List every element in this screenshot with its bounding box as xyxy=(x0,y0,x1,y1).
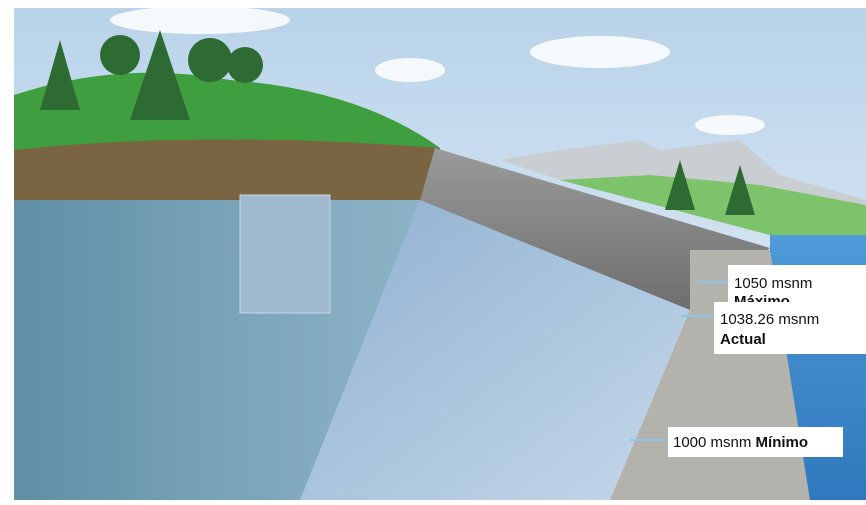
level-label: Mínimo xyxy=(756,434,809,451)
dam-crest xyxy=(420,148,770,310)
right-hill xyxy=(560,175,866,235)
level-current: 1038.26 msnm Actual xyxy=(682,302,866,354)
clouds xyxy=(110,6,765,135)
label-box xyxy=(714,302,866,354)
soil xyxy=(14,139,440,200)
label-box xyxy=(668,427,843,457)
dam-face xyxy=(300,200,690,500)
label-box xyxy=(728,265,866,305)
level-min: 1000 msnm Mínimo xyxy=(630,427,843,457)
trees xyxy=(40,30,755,215)
level-value: 1000 msnm xyxy=(673,434,751,451)
level-text: 1000 msnm Mínimo xyxy=(673,434,808,451)
level-label: Actual xyxy=(720,331,766,348)
level-value: 1050 msnm xyxy=(734,275,812,292)
intake-grid xyxy=(239,194,331,314)
level-value: 1038.26 msnm xyxy=(720,311,819,328)
